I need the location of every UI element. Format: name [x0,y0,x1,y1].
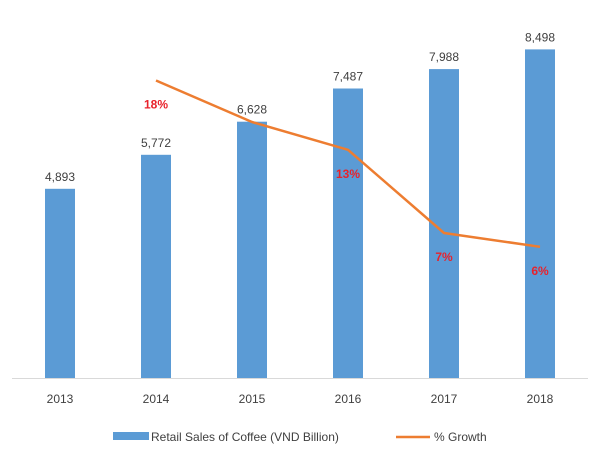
legend-bar-label: Retail Sales of Coffee (VND Billion) [151,430,339,444]
bar-value-label-2015: 6,628 [237,103,267,117]
bar-2013 [45,188,75,378]
growth-label-2017: 7% [435,250,453,264]
bar-2018 [525,49,555,379]
growth-label-2018: 6% [531,264,549,278]
legend-line-label: % Growth [434,430,487,444]
growth-label-2014: 18% [144,98,168,112]
x-tick-label-2015: 2015 [239,392,266,406]
labels-layer: 4,893 5,772 6,628 7,487 7,988 8,498 18% 13% 7% 6% [45,30,555,277]
x-tick-label-2016: 2016 [335,392,362,406]
x-tick-label-2013: 2013 [47,392,74,406]
legend-bar-swatch [113,432,149,440]
bar-2014 [141,154,171,378]
bar-2016 [333,88,363,378]
bar-2015 [237,121,267,378]
x-tick-label-2017: 2017 [431,392,458,406]
bar-value-label-2017: 7,988 [429,50,459,64]
growth-label-2016: 13% [336,167,360,181]
x-tick-label-2014: 2014 [143,392,170,406]
line-layer [155,79,541,249]
growth-line [155,79,541,249]
bar-value-label-2018: 8,498 [525,30,555,44]
bar-value-label-2013: 4,893 [45,170,75,184]
xticks-layer: 2013 2014 2015 2016 2017 2018 [47,392,554,406]
x-tick-label-2018: 2018 [527,392,554,406]
bars-layer [45,49,555,379]
legend-layer: Retail Sales of Coffee (VND Billion) % G… [113,430,487,444]
bar-value-label-2016: 7,487 [333,70,363,84]
bar-value-label-2014: 5,772 [141,136,171,150]
